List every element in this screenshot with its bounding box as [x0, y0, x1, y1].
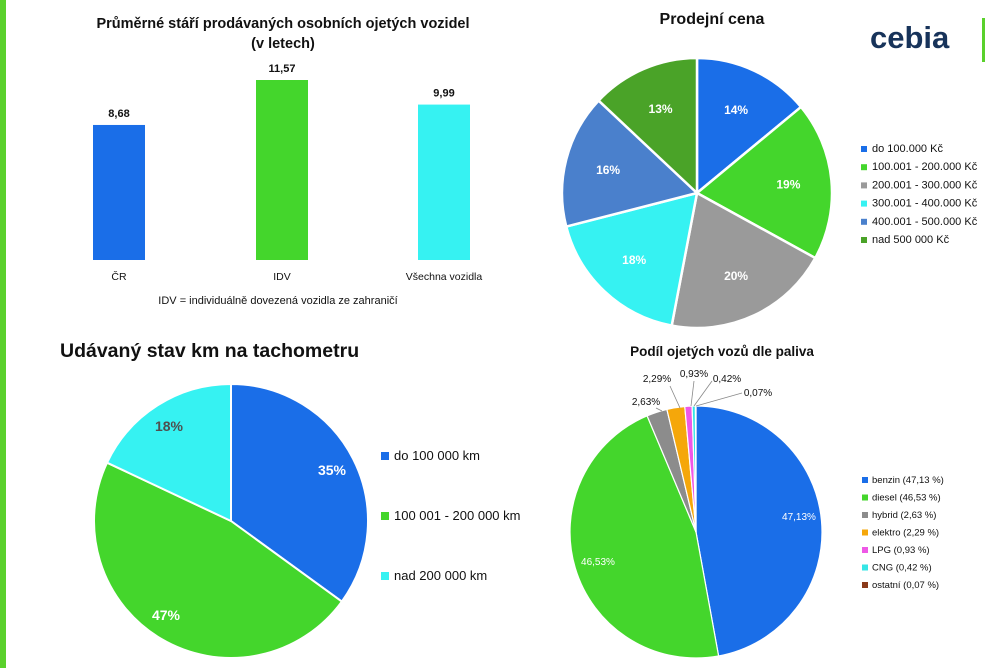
fuel-chart-title: Podíl ojetých vozů dle paliva — [630, 344, 814, 359]
accent-stripe-right — [982, 18, 985, 62]
bar-value-label-2: 9,99 — [433, 88, 454, 100]
pie-slice-price-5 — [597, 56, 699, 195]
bar-category-label-1: IDV — [273, 271, 291, 283]
price-chart-title: Prodejní cena — [660, 11, 765, 28]
fuel-legend-label-0: benzin (47,13 %) — [872, 475, 944, 486]
price-legend-label-2: 200.001 - 300.000 Kč — [872, 179, 978, 191]
bar-2 — [418, 104, 470, 260]
price-legend-swatch-0 — [861, 146, 867, 152]
fuel-slice-label-1: 46,53% — [581, 557, 615, 568]
km-slice-label-2: 18% — [155, 418, 184, 434]
accent-stripe-left — [0, 0, 6, 668]
pie-slice-fuel-0 — [695, 405, 823, 657]
bar-1 — [256, 80, 308, 260]
fuel-legend-label-1: diesel (46,53 %) — [872, 493, 941, 504]
fuel-legend-label-2: hybrid (2,63 %) — [872, 510, 936, 521]
fuel-slice-label-0: 47,13% — [782, 512, 816, 523]
pie-slice-km-1 — [93, 461, 343, 659]
pie-slice-km-0 — [230, 383, 369, 603]
km-legend-label-2: nad 200 000 km — [394, 568, 487, 583]
fuel-leader-line-6 — [695, 392, 743, 407]
pie-slice-fuel-1 — [569, 415, 720, 659]
fuel-slice-label-4: 0,93% — [680, 369, 708, 380]
fuel-legend-label-3: elektro (2,29 %) — [872, 528, 939, 539]
km-legend-swatch-2 — [381, 572, 389, 580]
pie-slice-price-0 — [695, 56, 803, 195]
fuel-slice-label-5: 0,42% — [713, 374, 741, 385]
price-legend-label-5: nad 500 000 Kč — [872, 234, 950, 246]
price-slice-label-3: 18% — [622, 253, 646, 267]
price-slice-label-2: 20% — [724, 269, 748, 283]
pie-slice-price-1 — [695, 105, 834, 260]
price-legend-label-3: 300.001 - 400.000 Kč — [872, 198, 978, 210]
bar-category-label-0: ČR — [111, 270, 127, 283]
km-slice-label-1: 47% — [152, 607, 181, 623]
fuel-legend-swatch-5 — [862, 564, 868, 571]
price-legend-swatch-4 — [861, 218, 867, 225]
fuel-legend-label-5: CNG (0,42 %) — [872, 563, 932, 574]
fuel-legend-swatch-6 — [862, 582, 868, 588]
price-slice-label-0: 14% — [724, 103, 748, 117]
pie-slice-price-4 — [560, 99, 699, 228]
price-legend-swatch-2 — [861, 182, 867, 189]
age-footnote: IDV = individuálně dovezená vozidla ze z… — [158, 295, 397, 307]
bar-category-label-2: Všechna vozidla — [406, 271, 483, 283]
fuel-legend-swatch-1 — [862, 494, 868, 501]
fuel-leader-line-5 — [693, 380, 713, 407]
km-slice-label-0: 35% — [318, 462, 347, 478]
bar-value-label-1: 11,57 — [269, 63, 296, 75]
cebia-logo: cebia — [870, 20, 950, 55]
fuel-leader-line-4 — [690, 380, 695, 407]
fuel-slice-label-6: 0,07% — [744, 388, 772, 399]
fuel-legend-swatch-3 — [862, 529, 868, 536]
fuel-slice-label-3: 2,29% — [643, 374, 671, 385]
price-legend-label-0: do 100.000 Kč — [872, 143, 943, 155]
price-legend-swatch-3 — [861, 200, 867, 207]
price-slice-label-1: 19% — [776, 177, 800, 191]
price-legend-swatch-1 — [861, 164, 867, 171]
km-legend-swatch-0 — [381, 452, 389, 460]
pie-slice-fuel-6 — [694, 405, 697, 533]
price-slice-label-4: 16% — [596, 163, 620, 177]
price-slice-label-5: 13% — [649, 102, 673, 116]
price-legend-label-4: 400.001 - 500.000 Kč — [872, 216, 978, 228]
km-legend-label-1: 100 001 - 200 000 km — [394, 508, 520, 523]
fuel-leader-line-3 — [669, 385, 681, 409]
km-legend-swatch-1 — [381, 512, 389, 520]
fuel-legend-swatch-0 — [862, 477, 868, 483]
pie-slice-price-2 — [670, 191, 817, 330]
fuel-slice-label-2: 2,63% — [632, 397, 660, 408]
bar-0 — [93, 124, 145, 260]
pie-slice-price-3 — [564, 191, 699, 327]
age-chart-title: Průměrné stáří prodávaných osobních ojet… — [96, 16, 469, 32]
fuel-legend-label-4: LPG (0,93 %) — [872, 545, 930, 556]
pie-slice-km-2 — [106, 383, 232, 522]
km-chart-title: Udávaný stav km na tachometru — [60, 340, 359, 362]
age-chart-subtitle: (v letech) — [251, 36, 315, 52]
fuel-legend-swatch-2 — [862, 512, 868, 518]
bar-value-label-0: 8,68 — [108, 108, 129, 120]
fuel-leader-line-2 — [655, 407, 663, 412]
price-legend-swatch-5 — [861, 237, 867, 243]
price-legend-label-1: 100.001 - 200.000 Kč — [872, 161, 978, 173]
km-legend-label-0: do 100 000 km — [394, 448, 480, 463]
fuel-legend-swatch-4 — [862, 547, 868, 553]
fuel-legend-label-6: ostatní (0,07 %) — [872, 580, 939, 591]
